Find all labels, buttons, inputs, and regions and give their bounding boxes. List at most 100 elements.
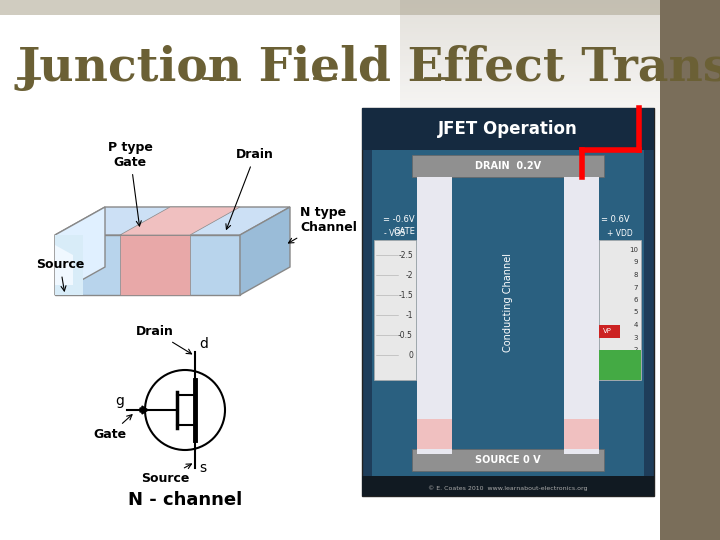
Bar (400, 94, 660, 96)
Bar (400, 22, 660, 24)
Text: 10: 10 (629, 247, 638, 253)
Bar (400, 54, 660, 56)
Bar (417, 419, 452, 449)
Text: Source: Source (141, 464, 192, 485)
Bar (400, 124, 660, 126)
Text: N - channel: N - channel (128, 491, 242, 509)
Text: - VGS: - VGS (384, 230, 405, 239)
Bar (400, 146, 660, 148)
Bar (599, 350, 641, 380)
Text: 0: 0 (408, 350, 413, 360)
Text: VP: VP (603, 328, 612, 334)
Bar (400, 112, 660, 114)
Bar (400, 66, 660, 68)
Bar (400, 40, 660, 42)
Text: -1: -1 (405, 310, 413, 320)
Bar (400, 154, 660, 156)
Text: 6: 6 (634, 297, 638, 303)
Bar (400, 34, 660, 36)
Bar (400, 32, 660, 34)
Polygon shape (55, 207, 105, 295)
Bar (400, 42, 660, 44)
Bar (400, 60, 660, 62)
Bar (400, 46, 660, 48)
Bar (400, 84, 660, 86)
Bar (400, 80, 660, 82)
Bar (564, 419, 599, 449)
Text: 0: 0 (634, 372, 638, 378)
Bar (400, 28, 660, 30)
Text: 3: 3 (634, 334, 638, 341)
Bar (400, 76, 660, 78)
Bar (372, 150, 644, 476)
Bar (400, 126, 660, 128)
Bar (400, 72, 660, 74)
Bar (400, 26, 660, 28)
Bar (400, 20, 660, 22)
Bar (400, 56, 660, 58)
Bar (400, 130, 660, 132)
Text: = 0.6V: = 0.6V (601, 215, 629, 225)
Bar (400, 48, 660, 50)
Bar (400, 102, 660, 104)
Text: 2: 2 (634, 347, 638, 353)
Bar (400, 142, 660, 144)
Bar (400, 78, 660, 80)
Text: Conducting Channel: Conducting Channel (503, 253, 513, 353)
Text: -2: -2 (405, 271, 413, 280)
Bar (400, 74, 660, 76)
Bar (362, 108, 654, 150)
Bar (400, 114, 660, 116)
Polygon shape (55, 235, 240, 295)
Bar (400, 108, 660, 110)
Bar (400, 82, 660, 84)
Text: 1: 1 (634, 360, 638, 366)
Text: 8: 8 (634, 272, 638, 278)
Text: g: g (115, 394, 124, 408)
Bar (400, 134, 660, 136)
Text: d: d (199, 337, 208, 351)
Polygon shape (120, 235, 190, 295)
Bar (400, 150, 660, 152)
Text: + VDD: + VDD (607, 230, 633, 239)
Text: DRAIN  0.2V: DRAIN 0.2V (475, 161, 541, 171)
Bar (400, 30, 660, 32)
Bar (400, 148, 660, 150)
Text: N type
Channel: N type Channel (289, 206, 357, 243)
Bar (400, 58, 660, 60)
Text: Drain: Drain (136, 325, 192, 354)
Text: 5: 5 (634, 309, 638, 315)
Text: -0.5: -0.5 (398, 330, 413, 340)
Bar (400, 6, 660, 8)
Bar (400, 10, 660, 12)
FancyArrow shape (140, 406, 148, 414)
Bar (412, 449, 604, 471)
Bar (400, 118, 660, 120)
Text: SOURCE 0 V: SOURCE 0 V (475, 455, 541, 465)
Bar (400, 14, 660, 16)
Bar (400, 86, 660, 88)
Bar (412, 155, 604, 177)
Bar (400, 120, 660, 122)
Bar (400, 138, 660, 140)
Text: P type
Gate: P type Gate (107, 141, 153, 226)
Bar (400, 4, 660, 6)
Bar (400, 100, 660, 102)
Bar (400, 50, 660, 52)
Polygon shape (55, 207, 290, 235)
Bar (400, 90, 660, 92)
Bar (0, 0, 720, 15)
Bar (400, 140, 660, 142)
Polygon shape (120, 207, 240, 235)
Bar (400, 44, 660, 46)
Bar (400, 88, 660, 90)
Bar (400, 158, 660, 160)
Text: -1.5: -1.5 (398, 291, 413, 300)
Bar (417, 177, 452, 454)
Text: JFET Operation: JFET Operation (438, 120, 578, 138)
Bar (599, 325, 620, 338)
Text: Source: Source (36, 259, 84, 291)
Bar (400, 70, 660, 72)
Bar (400, 24, 660, 26)
Bar (400, 116, 660, 118)
